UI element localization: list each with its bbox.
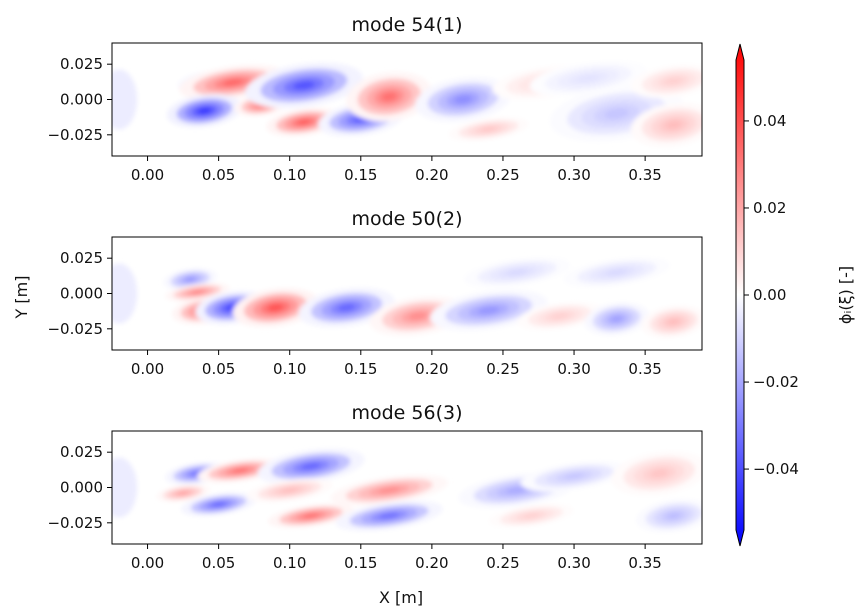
x-axis: 0.00 0.05 0.10 0.15 0.20 0.25 0.30 0.35	[131, 350, 662, 378]
x-tick-label: 0.15	[344, 554, 377, 572]
x-tick-label: 0.25	[486, 360, 519, 378]
x-tick-label: 0.30	[557, 554, 590, 572]
field-contour	[112, 457, 138, 518]
field-contour	[650, 469, 669, 478]
field-contour	[666, 512, 681, 519]
field-contour	[293, 81, 315, 90]
x-tick-label: 0.35	[628, 166, 661, 184]
x-tick-label: 0.00	[131, 554, 164, 572]
mode-field	[112, 448, 702, 533]
x-tick-label: 0.10	[273, 166, 306, 184]
y-tick-label: −0.025	[47, 514, 103, 532]
panel-1: mode 50(2) 0.00 0.05 0.10 0.15 0.20 0.25 0.30 0…	[47, 208, 703, 378]
y-tick-label: 0.025	[60, 249, 103, 267]
colorbar-tick-label: −0.04	[753, 460, 799, 478]
mode-field	[112, 257, 702, 339]
x-axis-label: X [m]	[379, 588, 423, 607]
field-contour	[507, 269, 528, 276]
x-tick-label: 0.25	[486, 166, 519, 184]
x-tick-label: 0.35	[628, 360, 661, 378]
field-contour	[112, 69, 138, 130]
colorbar-label: ϕᵢ(ξ) [-]	[836, 266, 855, 324]
colorbar-tick-label: 0.00	[753, 286, 786, 304]
x-tick-label: 0.20	[415, 166, 448, 184]
y-tick-label: 0.000	[60, 91, 103, 109]
field-contour	[564, 473, 584, 480]
x-tick-label: 0.10	[273, 360, 306, 378]
field-contour	[222, 79, 243, 86]
field-contour	[665, 120, 682, 130]
field-contour	[211, 502, 226, 507]
x-tick-label: 0.10	[273, 554, 306, 572]
x-tick-label: 0.30	[557, 360, 590, 378]
panel-title: mode 56(3)	[351, 402, 462, 424]
field-contour	[267, 303, 284, 312]
field-contour	[296, 119, 311, 125]
colorbar: 0.04 0.02 0.00 −0.02 −0.04 ϕᵢ(ξ) [-]	[735, 43, 855, 547]
field-contour	[281, 488, 298, 493]
field-contour	[112, 263, 138, 324]
x-tick-label: 0.20	[415, 554, 448, 572]
x-tick-label: 0.00	[131, 360, 164, 378]
panel-title: mode 50(2)	[351, 208, 462, 230]
y-axis-label: Y [m]	[12, 276, 31, 320]
mode-field	[112, 60, 702, 148]
field-contour	[185, 277, 196, 282]
field-contour	[665, 77, 682, 85]
field-contour	[610, 315, 623, 322]
x-tick-label: 0.30	[557, 166, 590, 184]
y-tick-label: −0.025	[47, 126, 103, 144]
colorbar-tick-label: −0.02	[753, 373, 799, 391]
x-tick-label: 0.00	[131, 166, 164, 184]
y-axis: 0.025 0.000 −0.025	[47, 249, 112, 338]
colorbar-ticks: 0.04 0.02 0.00 −0.02 −0.04	[744, 112, 799, 478]
panel-title: mode 54(1)	[351, 14, 462, 36]
field-contour	[577, 74, 600, 82]
panel-2: mode 56(3) 0.00 0.05 0.10 0.15 0.20 0.25 0.30 0…	[47, 402, 703, 572]
x-axis: 0.00 0.05 0.10 0.15 0.20 0.25 0.30 0.35	[131, 156, 662, 184]
colorbar-tick-label: 0.04	[753, 112, 786, 130]
y-axis: 0.025 0.000 −0.025	[47, 55, 112, 144]
field-contour	[551, 313, 568, 319]
x-tick-label: 0.35	[628, 554, 661, 572]
y-tick-label: −0.025	[47, 320, 103, 338]
field-contour	[408, 312, 427, 320]
field-contour	[604, 108, 629, 119]
y-tick-label: 0.000	[60, 479, 103, 497]
field-contour	[379, 512, 400, 519]
field-contour	[454, 95, 473, 104]
field-contour	[481, 126, 497, 132]
field-contour	[477, 306, 500, 315]
x-tick-label: 0.05	[202, 360, 235, 378]
field-contour	[301, 463, 321, 470]
colorbar-body	[735, 43, 745, 547]
field-contour	[197, 107, 212, 114]
field-contour	[523, 513, 540, 519]
panel-0: mode 54(1) 0.00 0.05 0.10 0.15 0.20 0.25 0.30 0…	[47, 14, 703, 184]
field-contour	[506, 486, 529, 494]
field-contour	[606, 269, 627, 276]
field-contour	[337, 303, 356, 312]
y-tick-label: 0.025	[60, 443, 103, 461]
field-contour	[303, 513, 319, 519]
x-tick-label: 0.20	[415, 360, 448, 378]
colorbar-tick-label: 0.02	[753, 199, 786, 217]
x-tick-label: 0.25	[486, 554, 519, 572]
y-tick-label: 0.025	[60, 55, 103, 73]
x-tick-label: 0.05	[202, 166, 235, 184]
field-contour	[191, 290, 204, 294]
y-axis: 0.025 0.000 −0.025	[47, 443, 112, 532]
field-contour	[378, 487, 400, 494]
x-tick-label: 0.15	[344, 166, 377, 184]
x-axis: 0.00 0.05 0.10 0.15 0.20 0.25 0.30 0.35	[131, 544, 662, 572]
field-contour	[381, 92, 398, 102]
field-contour	[667, 318, 680, 325]
y-tick-label: 0.000	[60, 285, 103, 303]
field-contour	[178, 491, 189, 495]
x-tick-label: 0.05	[202, 554, 235, 572]
x-tick-label: 0.15	[344, 360, 377, 378]
field-contour	[232, 468, 248, 473]
